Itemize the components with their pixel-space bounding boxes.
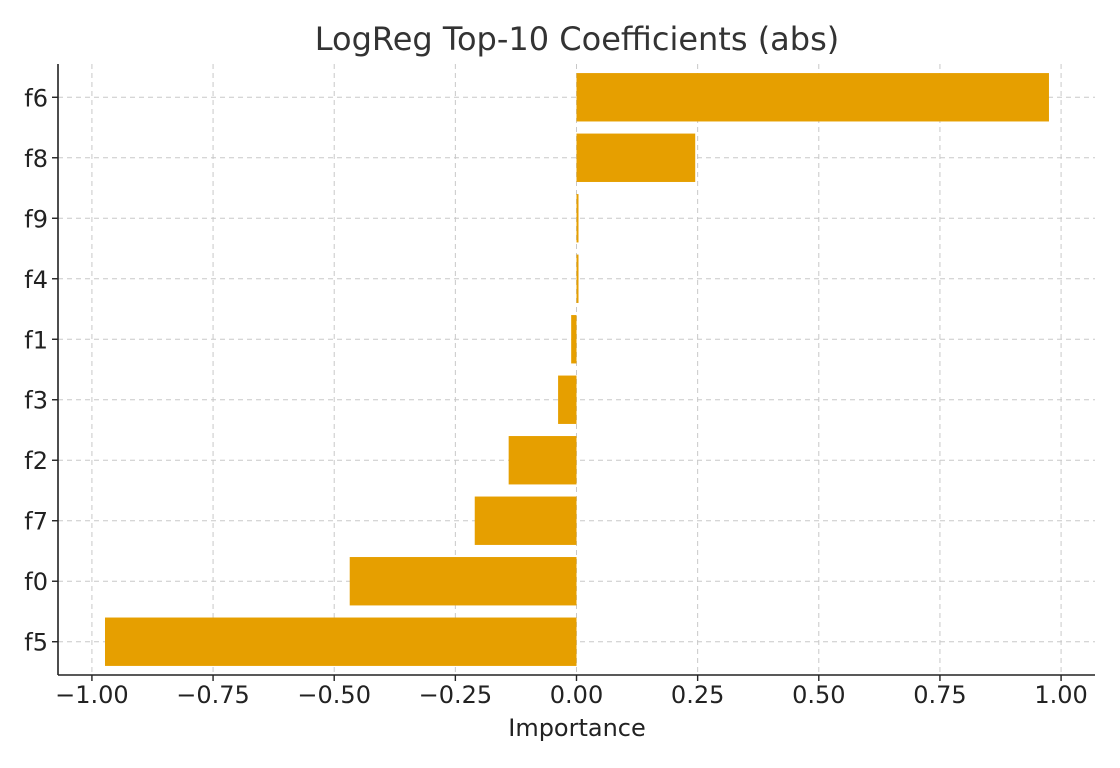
x-tick-label: −0.50 bbox=[297, 681, 371, 709]
y-tick-label: f1 bbox=[24, 326, 48, 354]
axes bbox=[52, 64, 1095, 681]
bar-f6 bbox=[576, 73, 1049, 122]
x-tick-label: −0.75 bbox=[176, 681, 250, 709]
bar-f0 bbox=[349, 557, 577, 606]
bar-f8 bbox=[576, 133, 696, 182]
y-tick-label: f7 bbox=[24, 508, 48, 536]
grid bbox=[58, 64, 1095, 675]
x-axis-label: Importance bbox=[508, 714, 646, 742]
y-tick-label: f4 bbox=[24, 266, 48, 294]
y-tick-label: f6 bbox=[24, 84, 48, 112]
y-tick-label: f5 bbox=[24, 629, 48, 657]
tick-labels: −1.00 −0.75 −0.50 −0.25 0.00 0.25 0.50 0.75 1.00… bbox=[24, 84, 1088, 709]
y-tick-label: f0 bbox=[24, 568, 48, 596]
x-tick-label: −0.25 bbox=[419, 681, 493, 709]
chart-title: LogReg Top-10 Coefficients (abs) bbox=[315, 20, 840, 58]
x-tick-label: 0.00 bbox=[550, 681, 603, 709]
x-tick-label: 0.50 bbox=[792, 681, 845, 709]
x-tick-label: 1.00 bbox=[1034, 681, 1087, 709]
y-tick-label: f2 bbox=[24, 447, 48, 475]
bar-f7 bbox=[474, 496, 577, 545]
y-tick-label: f8 bbox=[24, 145, 48, 173]
x-tick-label: 0.75 bbox=[913, 681, 966, 709]
y-tick-label: f9 bbox=[24, 205, 48, 233]
bar-f1 bbox=[571, 315, 577, 364]
bar-f3 bbox=[558, 375, 577, 424]
bar-f9 bbox=[576, 194, 579, 243]
y-tick-label: f3 bbox=[24, 387, 48, 415]
bar-f5 bbox=[105, 617, 577, 666]
bars bbox=[105, 73, 1049, 666]
x-tick-label: 0.25 bbox=[671, 681, 724, 709]
bar-f2 bbox=[508, 436, 577, 485]
bar-f4 bbox=[576, 254, 579, 303]
x-tick-label: −1.00 bbox=[55, 681, 129, 709]
